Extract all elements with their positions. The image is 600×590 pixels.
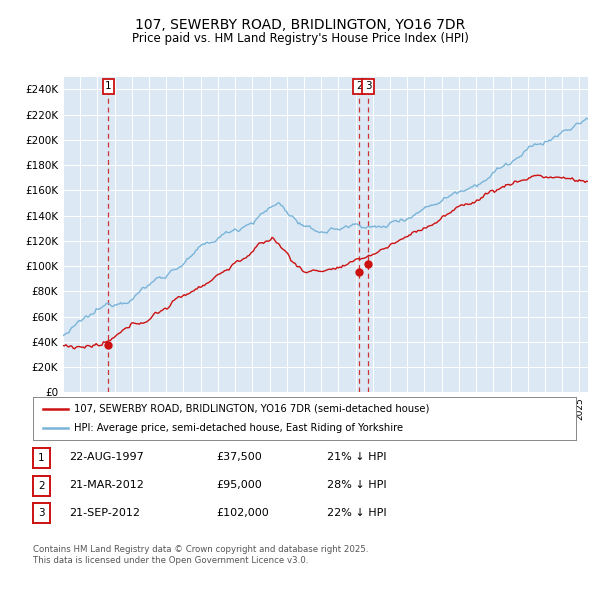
Text: 22% ↓ HPI: 22% ↓ HPI — [327, 508, 386, 517]
Text: 21% ↓ HPI: 21% ↓ HPI — [327, 453, 386, 462]
Text: This data is licensed under the Open Government Licence v3.0.: This data is licensed under the Open Gov… — [33, 556, 308, 565]
Text: 21-MAR-2012: 21-MAR-2012 — [69, 480, 144, 490]
Text: £102,000: £102,000 — [216, 508, 269, 517]
Text: 22-AUG-1997: 22-AUG-1997 — [69, 453, 144, 462]
Text: 2: 2 — [38, 481, 45, 490]
Text: HPI: Average price, semi-detached house, East Riding of Yorkshire: HPI: Average price, semi-detached house,… — [74, 423, 403, 433]
Text: 107, SEWERBY ROAD, BRIDLINGTON, YO16 7DR: 107, SEWERBY ROAD, BRIDLINGTON, YO16 7DR — [135, 18, 465, 32]
Text: Contains HM Land Registry data © Crown copyright and database right 2025.: Contains HM Land Registry data © Crown c… — [33, 545, 368, 555]
Text: 3: 3 — [365, 81, 371, 91]
Text: 21-SEP-2012: 21-SEP-2012 — [69, 508, 140, 517]
Text: 3: 3 — [38, 509, 45, 518]
Text: 2: 2 — [356, 81, 363, 91]
Text: £95,000: £95,000 — [216, 480, 262, 490]
Text: 28% ↓ HPI: 28% ↓ HPI — [327, 480, 386, 490]
Text: 1: 1 — [105, 81, 112, 91]
Text: 107, SEWERBY ROAD, BRIDLINGTON, YO16 7DR (semi-detached house): 107, SEWERBY ROAD, BRIDLINGTON, YO16 7DR… — [74, 404, 429, 414]
Text: 1: 1 — [38, 453, 45, 463]
Text: Price paid vs. HM Land Registry's House Price Index (HPI): Price paid vs. HM Land Registry's House … — [131, 32, 469, 45]
Text: £37,500: £37,500 — [216, 453, 262, 462]
